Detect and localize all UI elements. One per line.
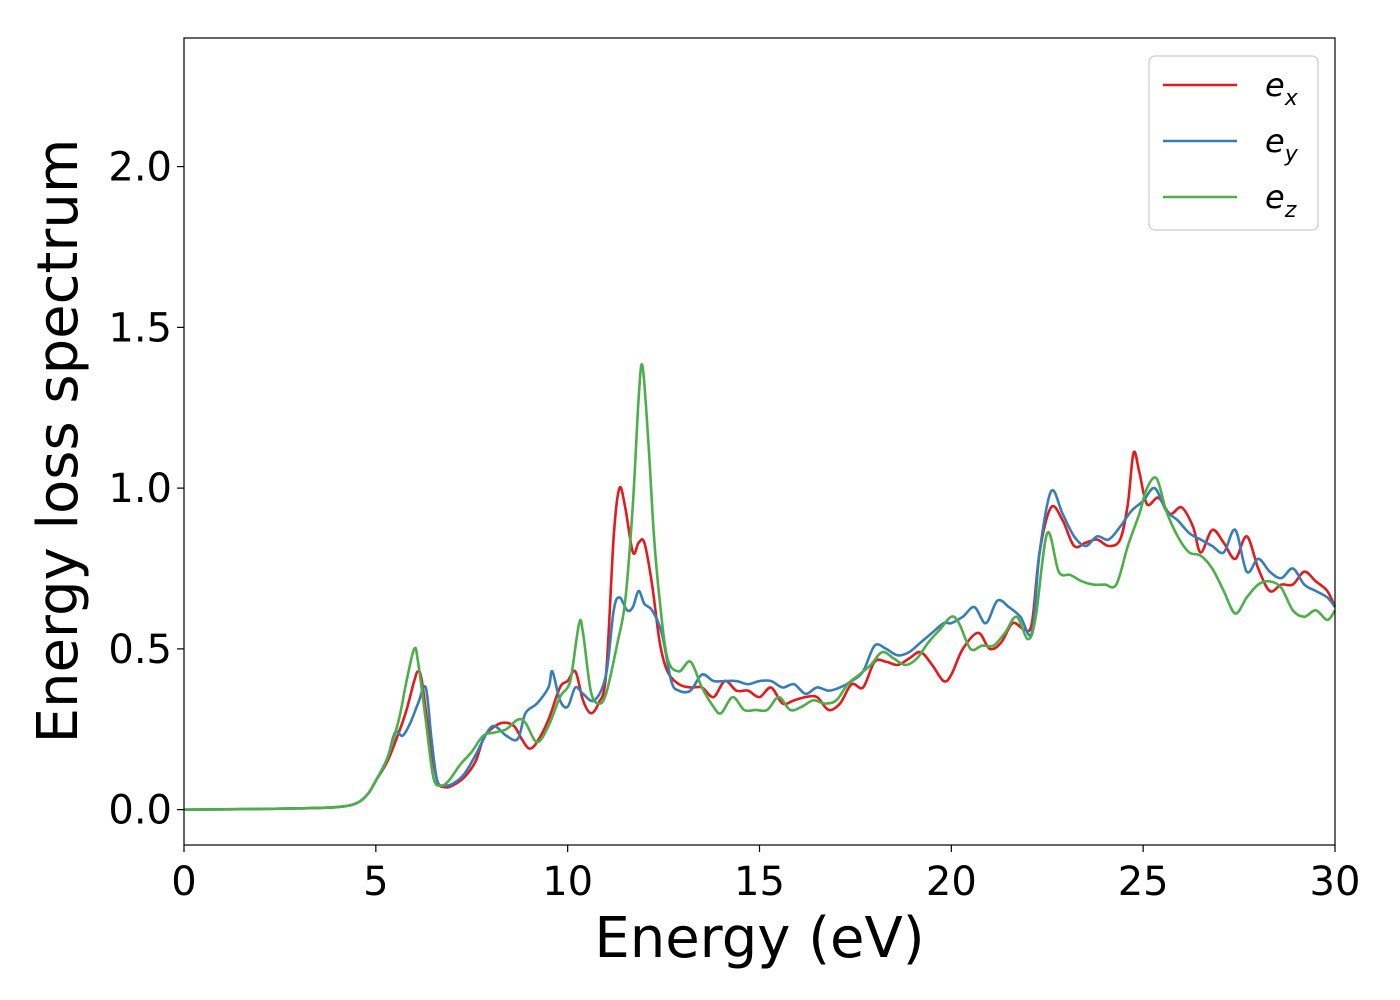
x-tick-label: 30 [1310, 859, 1361, 905]
series-line-e-z [183, 363, 1337, 811]
x-tick-label: 20 [926, 859, 977, 905]
y-tick-label: 0.5 [108, 627, 172, 673]
y-axis: 0.0 0.5 1.0 1.5 2.0 [108, 145, 184, 834]
x-tick-label: 10 [542, 859, 593, 905]
x-tick-label: 0 [171, 859, 196, 905]
y-tick-label: 2.0 [108, 145, 172, 191]
x-axis-title: Energy (eV) [594, 906, 924, 971]
legend-label: ex [1265, 66, 1299, 111]
series-layer [183, 363, 1337, 811]
x-tick-label: 5 [363, 859, 388, 905]
y-tick-label: 1.0 [108, 466, 172, 512]
series-line-e-y [183, 486, 1337, 811]
legend-label: ey [1265, 122, 1299, 167]
x-axis: 0 5 10 15 20 25 30 [171, 845, 1360, 905]
y-tick-label: 1.5 [108, 305, 172, 351]
legend: ex ey ez [1148, 55, 1319, 231]
legend-box [1148, 55, 1319, 231]
x-tick-label: 25 [1118, 859, 1169, 905]
legend-label: ez [1265, 178, 1297, 223]
x-tick-label: 15 [734, 859, 785, 905]
y-axis-title: Energy loss spectrum [26, 139, 91, 744]
y-tick-label: 0.0 [108, 788, 172, 834]
